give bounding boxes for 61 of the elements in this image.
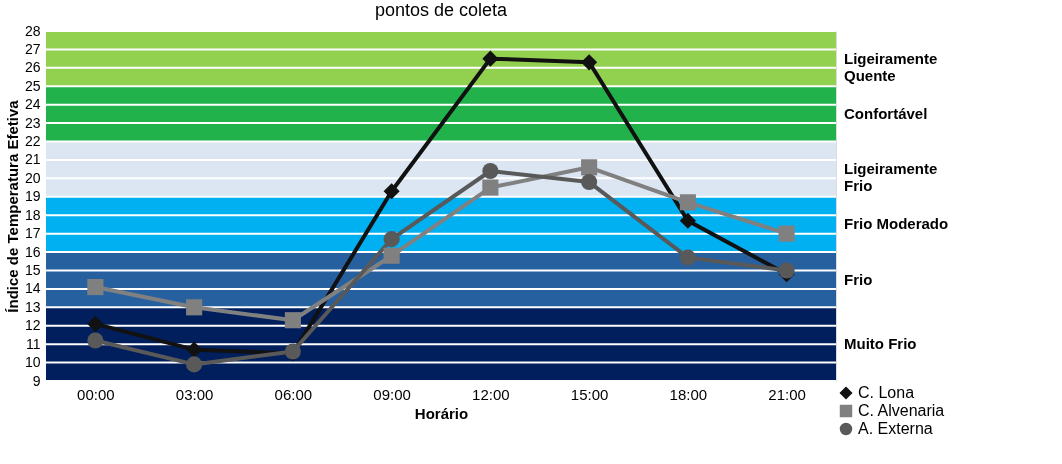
legend-label: C. Alvenaria [858,402,945,419]
legend-label: C. Lona [858,384,915,401]
y-tick-label: 18 [24,206,41,223]
y-tick-label: 17 [24,225,41,242]
x-tick-label: 03:00 [175,385,214,403]
y-tick-label: 23 [24,114,41,131]
band-label: Muito Frio [844,335,917,353]
y-tick-label: 12 [24,317,41,334]
x-tick-label: 06:00 [274,385,313,403]
x-tick-label: 21:00 [768,385,806,403]
x-axis-title: Horário [414,404,469,422]
point [778,225,795,242]
y-tick-label: 15 [24,261,41,278]
point [482,162,499,180]
x-tick-label: 12:00 [472,385,510,403]
band-label: Ligeiramente Frio [844,160,938,195]
y-tick-label: 10 [24,354,41,371]
point [87,278,104,296]
point [482,179,499,196]
x-tick-label: 15:00 [570,385,609,403]
band-label: Ligeiramente Quente [844,49,938,84]
point [87,315,104,332]
y-tick-label: 27 [24,40,41,57]
point [383,183,400,200]
point [383,247,400,264]
point [383,231,400,248]
band-label: Frio Moderado [844,215,949,233]
y-tick-label: 20 [24,169,41,186]
point [679,212,696,229]
y-tick-label: 19 [24,188,41,205]
band-label: Frio [844,270,873,288]
x-tick-label: 00:00 [77,385,115,403]
point [679,194,696,211]
y-tick-label: 9 [32,372,41,389]
y-tick-label: 25 [24,77,41,94]
band-label: Confortável [844,104,928,122]
point [186,299,203,316]
point [581,159,598,176]
y-tick-label: 21 [24,151,41,168]
point [284,312,301,329]
y-tick-label: 26 [24,59,41,76]
point [581,174,598,191]
point [581,54,598,71]
y-axis-title: Índice de Temperatura Efetiva [3,99,21,313]
y-tick-label: 28 [24,22,41,39]
chart-title: pontos de coleta [374,0,509,20]
x-tick-label: 18:00 [669,385,708,403]
point [87,332,104,349]
point [186,341,203,358]
point [482,50,499,67]
point [186,356,203,373]
y-tick-label: 22 [24,133,41,150]
y-tick-label: 13 [24,298,41,315]
legend-label: A. Externa [858,420,933,437]
point [679,249,696,266]
point [778,262,795,279]
y-tick-label: 24 [24,96,41,113]
y-tick-label: 14 [24,280,41,297]
y-tick-label: 16 [24,243,41,260]
y-tick-label: 11 [25,335,41,352]
x-tick-label: 09:00 [373,385,411,403]
